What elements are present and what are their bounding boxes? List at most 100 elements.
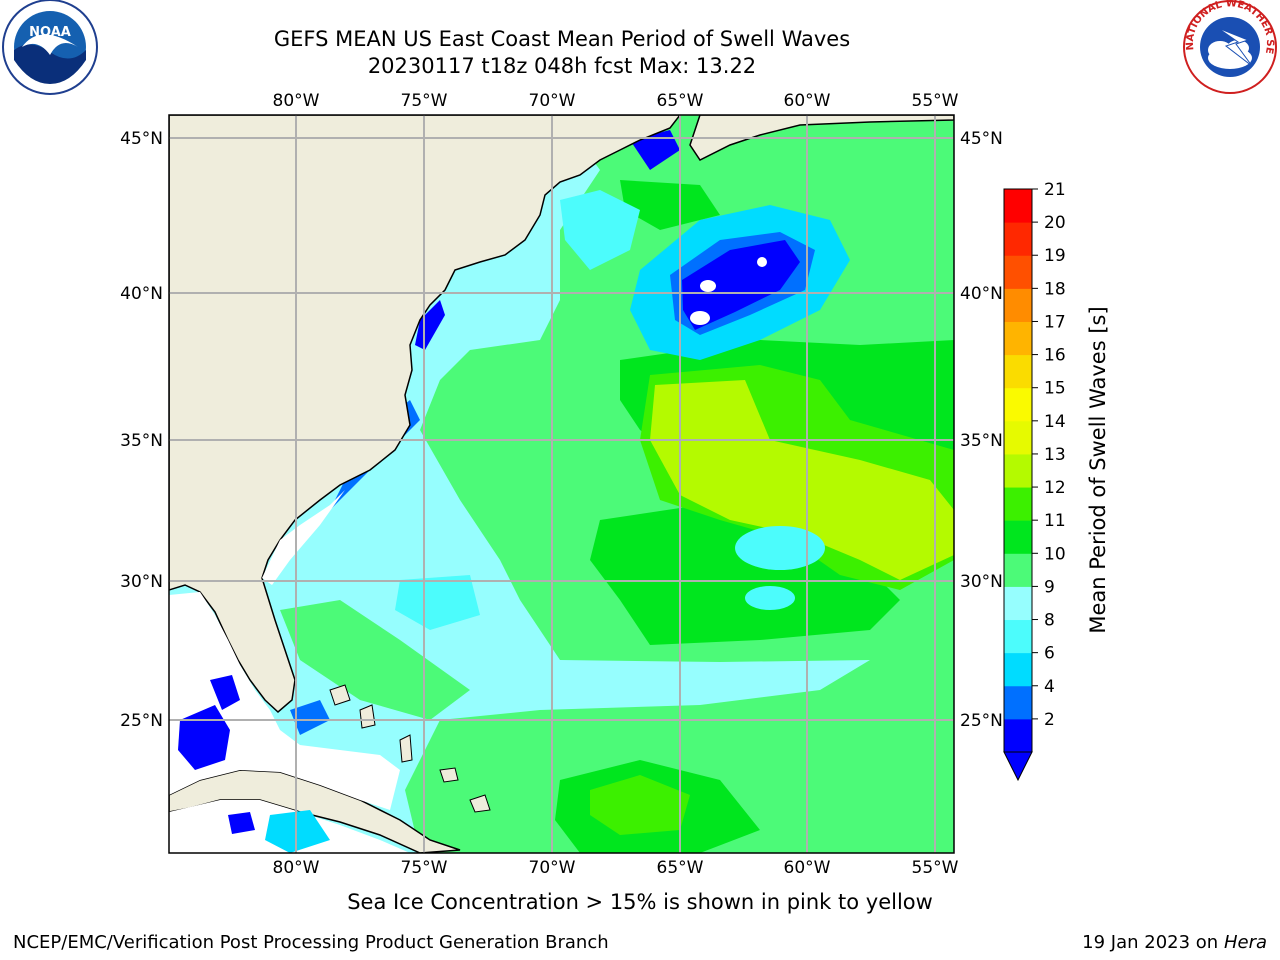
colorbar-tick-label: 21 (1044, 180, 1066, 200)
colorbar-frame (1003, 188, 1033, 753)
swell-field-11-12 (620, 180, 720, 230)
colorbar-tick-label: 8 (1044, 611, 1055, 631)
colorbar-bin (1004, 619, 1032, 654)
lon-labels-bottom: 80°W 75°W 70°W 65°W 60°W 55°W (273, 858, 959, 878)
noaa-logo-text: NOAA (29, 25, 71, 40)
swell-field-6-8 (265, 810, 330, 853)
colorbar-tick-label: 9 (1044, 577, 1055, 597)
colorbar-bin (1004, 487, 1032, 521)
svg-text:NATIONAL WEATHER SERVICE: NATIONAL WEATHER SERVICE (0, 0, 1275, 55)
footer-credit: NCEP/EMC/Verification Post Processing Pr… (13, 932, 609, 953)
lon-label: 65°W (657, 858, 704, 878)
lon-label: 80°W (273, 858, 320, 878)
colorbar-tick-label: 15 (1044, 379, 1066, 399)
colorbar-bin (1004, 453, 1032, 488)
swell-field-10-11 (280, 600, 470, 720)
colorbar-bin (1004, 222, 1032, 256)
land-canada (689, 115, 954, 161)
lat-label: 45°N (120, 129, 163, 149)
footer-date-text: 19 Jan 2023 on (1082, 932, 1219, 953)
swell-field-4-6 (290, 700, 330, 735)
lon-label: 75°W (401, 858, 448, 878)
swell-field-8-9 (745, 586, 795, 610)
footer-date: 19 Jan 2023 on Hera (1082, 932, 1267, 953)
lon-label: 70°W (529, 858, 576, 878)
swell-field-no-data (262, 490, 345, 585)
colorbar-bin (1004, 387, 1032, 422)
lon-label: 80°W (273, 91, 320, 111)
colorbar-tick-label: 11 (1044, 511, 1066, 531)
title-line-2: 20230117 t18z 048h fcst Max: 13.22 (367, 54, 757, 78)
colorbar-tick-label: 13 (1044, 445, 1066, 465)
colorbar-tick-label: 10 (1044, 544, 1066, 564)
lon-label: 60°W (784, 858, 831, 878)
national-weather-service-logo: NATIONAL WEATHER SERVICE (0, 0, 1277, 94)
colorbar-tick-label: 16 (1044, 346, 1066, 366)
colorbar-bin (1004, 685, 1032, 720)
colorbar-tick-label: 2 (1044, 710, 1055, 730)
map-area (169, 115, 954, 853)
lat-labels-right: 45°N 40°N 35°N 30°N 25°N (960, 129, 1003, 731)
swell-field-no-data (700, 280, 716, 292)
swell-field-no-data (757, 257, 767, 267)
colorbar-bin (1004, 255, 1032, 289)
map-grid (169, 115, 954, 853)
colorbar-tick-label: 4 (1044, 677, 1055, 697)
lat-label: 25°N (960, 711, 1003, 731)
lon-label: 55°W (912, 858, 959, 878)
swell-field-8-9 (560, 190, 640, 270)
colorbar-bin (1004, 288, 1032, 322)
sea-ice-note-text: Sea Ice Concentration > 15% is shown in … (347, 890, 933, 914)
nws-logo-text: NATIONAL WEATHER SERVICE (0, 0, 1275, 55)
chart-title: GEFS MEAN US East Coast Mean Period of S… (0, 26, 1124, 80)
colorbar-tick-label: 18 (1044, 279, 1066, 299)
colorbar-under-arrow (1003, 751, 1033, 782)
lat-label: 40°N (960, 284, 1003, 304)
colorbar-bin (1004, 189, 1032, 223)
swell-field-no-data (690, 311, 710, 325)
swell-field-8-9 (735, 526, 825, 570)
sea-ice-note: Sea Ice Concentration > 15% is shown in … (0, 890, 1280, 914)
lon-labels-top: 80°W 75°W 70°W 65°W 60°W 55°W (273, 91, 959, 111)
swell-field-2-4 (178, 705, 230, 770)
swell-field-2-4 (228, 812, 255, 834)
lat-label: 40°N (120, 284, 163, 304)
colorbar-tick-label: 14 (1044, 412, 1066, 432)
lat-label: 30°N (120, 572, 163, 592)
colorbar-tick-label: 6 (1044, 644, 1055, 664)
map-frame (168, 114, 955, 854)
land-bahamas (329, 684, 491, 813)
colorbar-tick-label: 20 (1044, 213, 1066, 233)
colorbar-bin (1004, 354, 1032, 389)
lat-label: 35°N (120, 431, 163, 451)
lat-label: 30°N (960, 572, 1003, 592)
lon-label: 75°W (401, 91, 448, 111)
title-line-1: GEFS MEAN US East Coast Mean Period of S… (273, 27, 851, 51)
colorbar-bin (1004, 718, 1032, 753)
swell-field-2-4 (682, 240, 800, 330)
colorbar-bin (1004, 321, 1032, 356)
lat-label: 35°N (960, 431, 1003, 451)
noaa-logo: NOAA (2, 0, 98, 95)
colorbar-bin (1004, 520, 1032, 554)
lon-label: 60°W (784, 91, 831, 111)
swell-field-8-9 (395, 575, 480, 630)
colorbar-tick-label: 19 (1044, 246, 1066, 266)
swell-field-10-11 (475, 365, 525, 445)
colorbar-tick-label: 17 (1044, 312, 1066, 332)
lon-label: 70°W (529, 91, 576, 111)
colorbar-bin (1004, 652, 1032, 687)
colorbar: 21 20 19 18 17 16 15 14 13 12 11 10 9 8 6 4 2 (1003, 180, 1066, 782)
colorbar-label: Mean Period of Swell Waves [s] (1086, 306, 1110, 634)
swell-field-2-4 (210, 675, 240, 710)
swell-field-13-14 (650, 380, 954, 580)
swell-field-2-4 (630, 130, 680, 170)
swell-field-no-data (169, 592, 400, 810)
swell-field-2-4 (415, 300, 445, 350)
swell-field-12-13 (590, 775, 690, 835)
lon-label: 65°W (657, 91, 704, 111)
colorbar-bin (1004, 553, 1032, 587)
colorbar-bin (1004, 420, 1032, 455)
lat-label: 45°N (960, 129, 1003, 149)
